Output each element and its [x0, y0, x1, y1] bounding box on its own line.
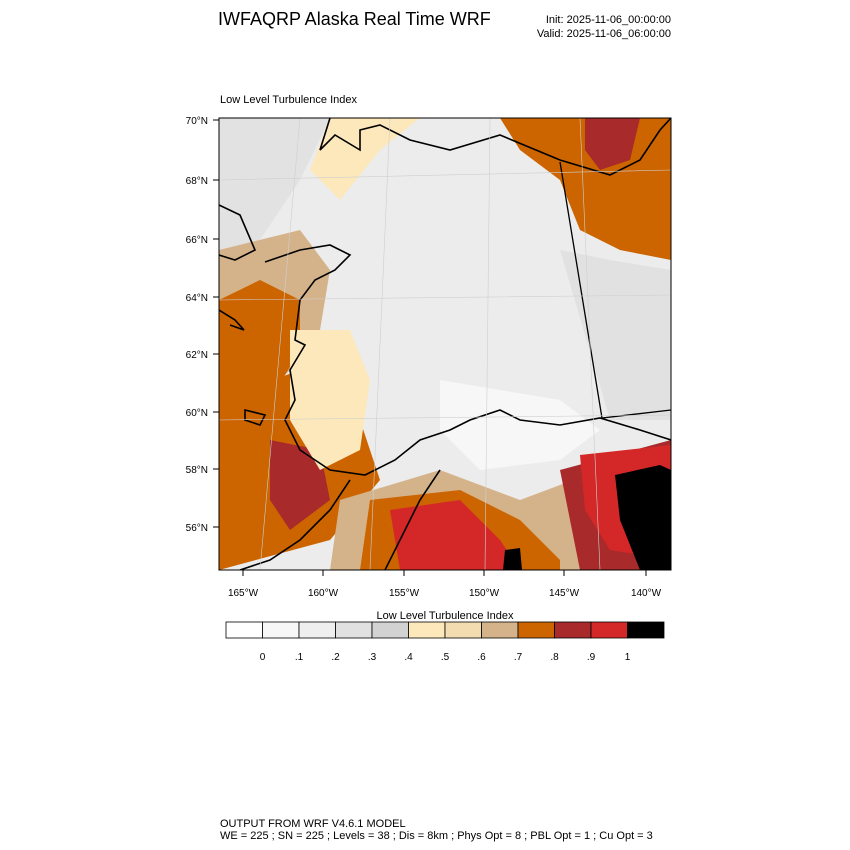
lon-label: 150°W [469, 588, 500, 599]
colorbar-box [444, 621, 482, 639]
lat-label: 60°N [186, 408, 208, 419]
colorbar-box [627, 621, 665, 639]
colorbar-label: .4 [404, 652, 413, 663]
lat-label: 68°N [186, 176, 208, 187]
colorbar-box [590, 621, 628, 639]
lon-label: 165°W [228, 588, 259, 599]
valid-time: Valid: 2025-11-06_06:00:00 [537, 28, 671, 40]
colorbar-label: 0 [260, 652, 266, 663]
lat-label: 64°N [186, 293, 208, 304]
lon-label: 140°W [631, 588, 662, 599]
colorbar-label: .6 [477, 652, 486, 663]
lon-label: 160°W [308, 588, 339, 599]
footer-line: WE = 225 ; SN = 225 ; Levels = 38 ; Dis … [220, 830, 653, 842]
colorbar-box [225, 621, 263, 639]
colorbar-label: .9 [587, 652, 596, 663]
colorbar-box [554, 621, 592, 639]
lat-label: 62°N [186, 350, 208, 361]
lat-label: 70°N [186, 116, 208, 127]
colorbar-title: Low Level Turbulence Index [377, 610, 514, 622]
colorbar-box [298, 621, 336, 639]
colorbar-label: .3 [368, 652, 377, 663]
map-frame [218, 117, 672, 571]
colorbar-box [371, 621, 409, 639]
colorbar-label: .5 [441, 652, 450, 663]
lon-label: 155°W [389, 588, 420, 599]
lat-label: 66°N [186, 235, 208, 246]
colorbar-label: .7 [514, 652, 523, 663]
map-axes: 70°N 68°N 66°N 64°N 62°N 60°N 58°N 56°N 165°W 160… [186, 116, 662, 599]
lon-label: 145°W [549, 588, 580, 599]
colorbar-box [517, 621, 555, 639]
colorbar-label: 1 [625, 652, 631, 663]
colorbar-label: .2 [331, 652, 340, 663]
lat-label: 56°N [186, 523, 208, 534]
colorbar-label: .1 [295, 652, 304, 663]
colorbar: 0 .1 .2 .3 .4 .5 .6 .7 .8 .9 1 [225, 621, 665, 663]
init-time: Init: 2025-11-06_00:00:00 [546, 14, 671, 26]
footer-line: OUTPUT FROM WRF V4.6.1 MODEL [220, 818, 406, 830]
map-title: Low Level Turbulence Index [220, 94, 357, 106]
map-field [219, 118, 671, 570]
colorbar-box [408, 621, 446, 639]
lat-label: 58°N [186, 465, 208, 476]
main-title: IWFAQRP Alaska Real Time WRF [218, 9, 491, 29]
colorbar-box [262, 621, 300, 639]
colorbar-box [481, 621, 519, 639]
colorbar-box [335, 621, 373, 639]
colorbar-label: .8 [550, 652, 559, 663]
